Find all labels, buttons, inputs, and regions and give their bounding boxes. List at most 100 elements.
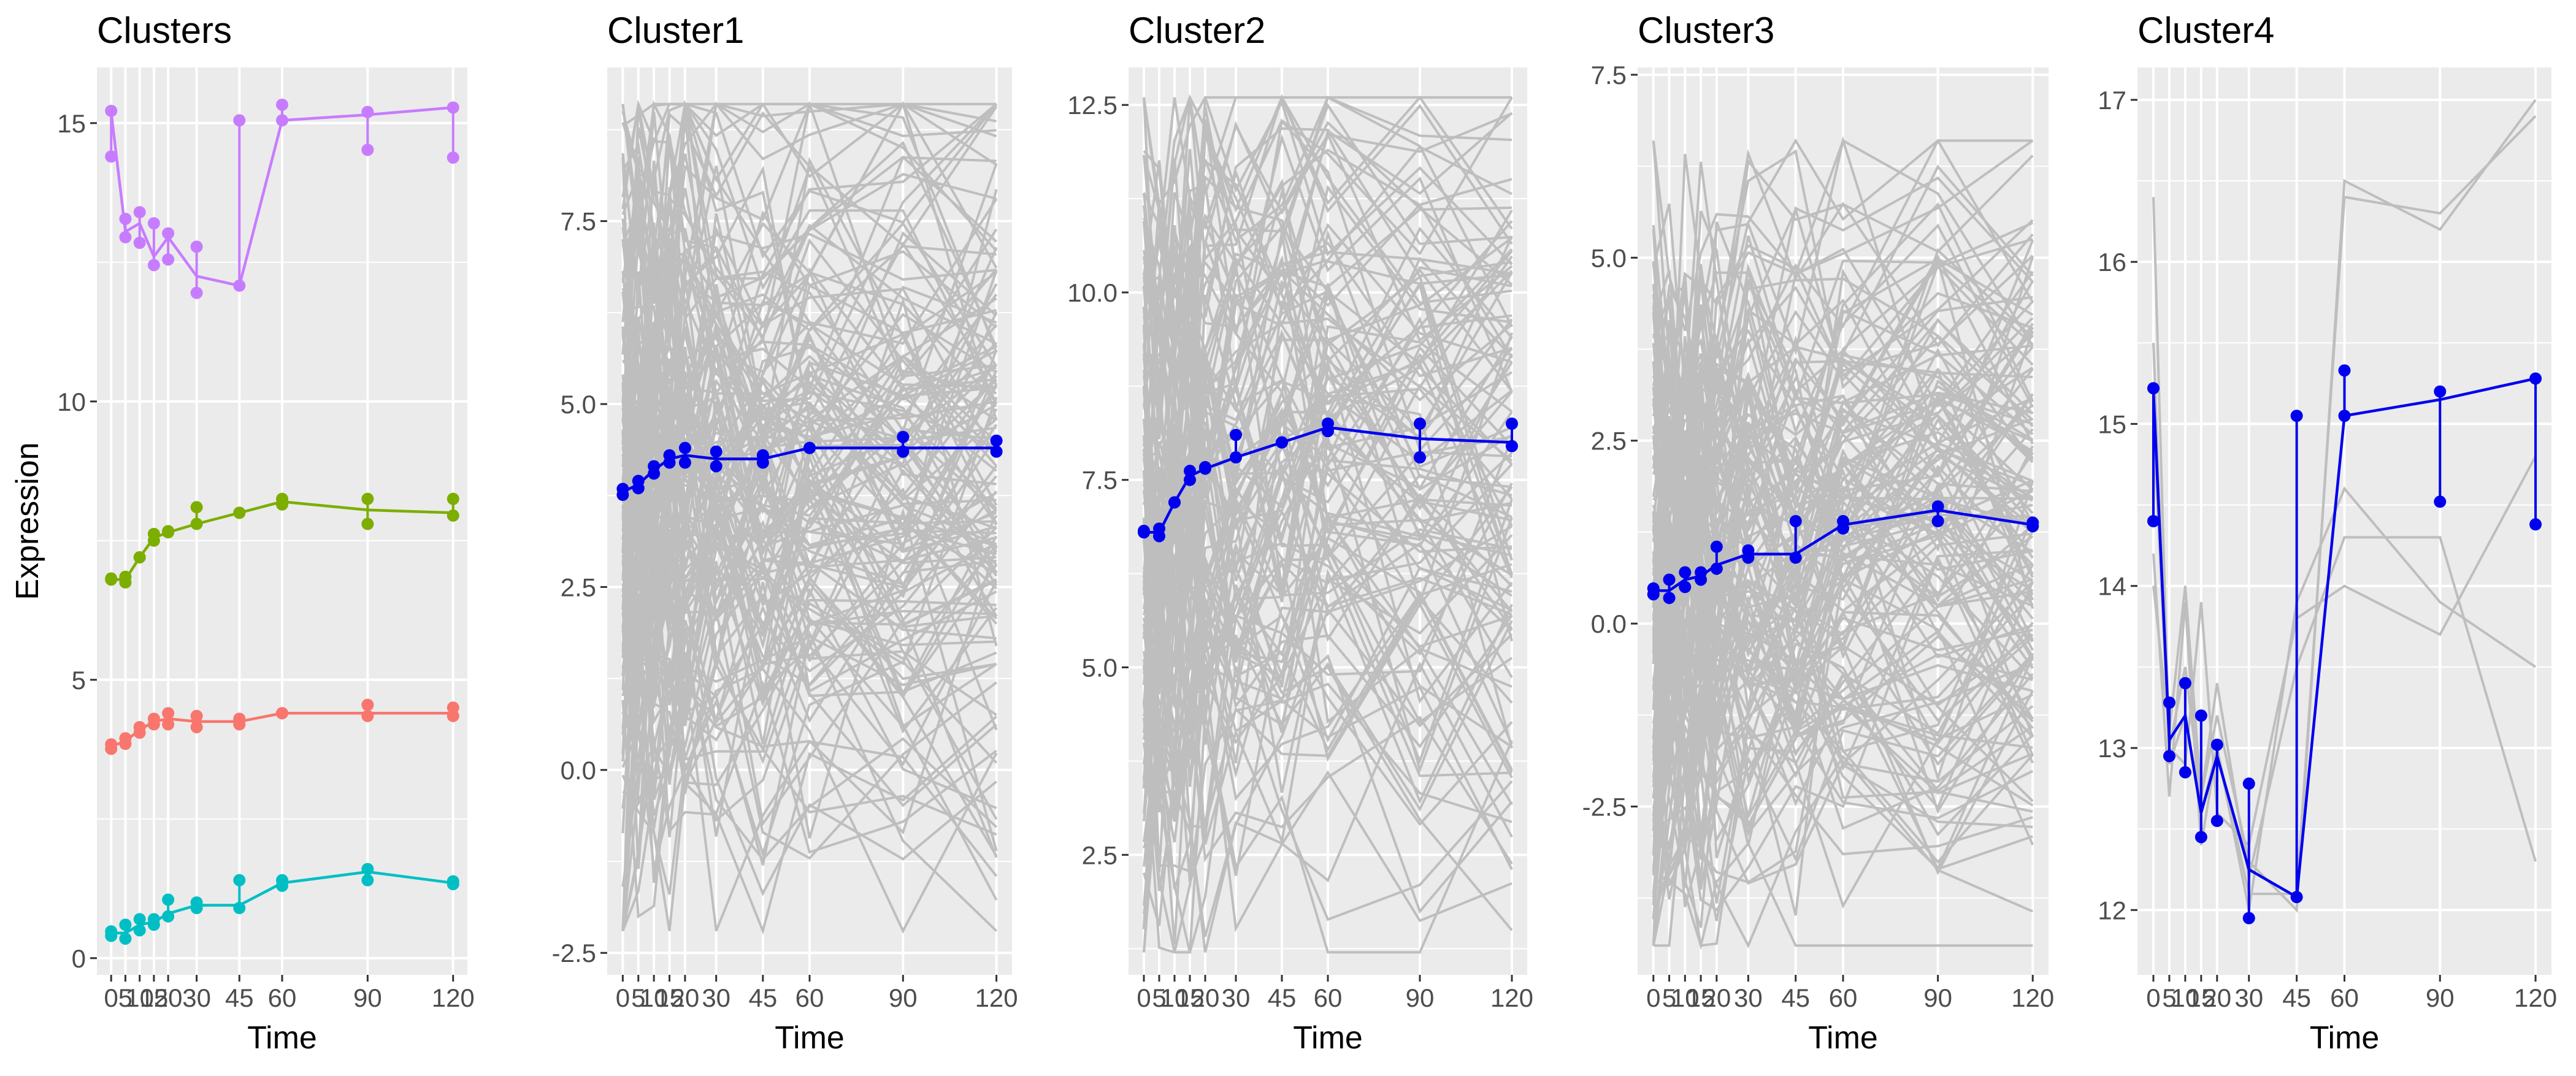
background-profile-line [1652, 754, 2033, 949]
data-point [1837, 515, 1849, 527]
y-tick-label: 5.0 [561, 390, 596, 419]
background-profile-line [621, 187, 998, 540]
background-profile-line [2152, 536, 2537, 878]
data-point [162, 718, 175, 731]
x-tick-label: 45 [1781, 983, 1810, 1012]
data-point [119, 231, 132, 243]
background-profile-line [2152, 424, 2537, 848]
data-point [133, 551, 146, 564]
data-point [447, 492, 459, 505]
plot-area [2147, 99, 2542, 925]
y-tick-label: 13 [2098, 734, 2126, 763]
x-tick-label: 10 [1160, 983, 1189, 1012]
series-line [1653, 508, 2033, 592]
background-profile-line [1652, 161, 2034, 503]
series-3 [105, 863, 459, 945]
background-profile-line [1652, 560, 2034, 868]
series-2 [105, 492, 459, 589]
data-point [1679, 566, 1692, 579]
series-line [111, 500, 453, 581]
data-point [447, 701, 459, 714]
background-profile-line [1143, 209, 1513, 499]
y-tick-label: 2.5 [561, 573, 596, 601]
data-point [133, 206, 146, 219]
x-tick-label: 20 [1191, 983, 1220, 1012]
y-tick-label: 7.5 [1591, 61, 1627, 90]
background-profile-line [1652, 318, 2034, 575]
x-tick-label: 5 [2162, 983, 2176, 1012]
data-point [1276, 436, 1288, 449]
y-tick-label: 5.0 [1591, 243, 1627, 272]
y-tick-label: 0 [72, 944, 86, 973]
background-profile-line [1143, 437, 1513, 873]
x-tick-label: 20 [1702, 983, 1731, 1012]
plot-area [1138, 94, 1518, 954]
data-point [1322, 417, 1334, 430]
background-profile-line [1143, 221, 1513, 480]
background-profile-line [1143, 264, 1513, 590]
data-point [190, 501, 203, 514]
y-tick-label: 14 [2098, 572, 2126, 601]
data-point [1695, 566, 1708, 579]
background-profile-line [621, 457, 998, 626]
background-profile-line [1652, 262, 2033, 511]
data-point [2529, 372, 2542, 385]
x-tick-label: 60 [268, 983, 297, 1012]
data-point [190, 517, 203, 530]
data-point [2163, 696, 2175, 709]
x-tick-label: 10 [1671, 983, 1700, 1012]
data-point [1153, 522, 1165, 535]
data-point [1506, 417, 1518, 430]
series-4 [105, 98, 459, 299]
series-line [622, 446, 997, 494]
data-point [1663, 592, 1676, 605]
data-point [119, 732, 132, 745]
x-tick-label: 120 [1490, 983, 1533, 1012]
data-point [133, 720, 146, 733]
data-point [1931, 500, 1944, 513]
series-line [109, 106, 453, 288]
data-point [648, 460, 661, 473]
x-axis-label: Time [1808, 1020, 1878, 1056]
data-point [162, 253, 175, 266]
background-profile-line [1143, 178, 1512, 674]
background-profile-line [1652, 235, 2034, 469]
x-tick-label: 10 [640, 983, 669, 1012]
plot-area [105, 98, 459, 945]
data-point [119, 570, 132, 583]
x-tick-label: 15 [1687, 983, 1715, 1012]
x-tick-label: 30 [1734, 983, 1763, 1012]
x-tick-label: 0 [616, 983, 630, 1012]
x-tick-label: 15 [655, 983, 684, 1012]
data-point [133, 913, 146, 926]
x-tick-label: 10 [125, 983, 154, 1012]
data-point [678, 456, 691, 469]
background-profile-line [1652, 673, 2034, 879]
panel-title: Cluster3 [1638, 10, 1774, 51]
background-profile-line [1143, 185, 1512, 552]
background-profile-line [1652, 656, 2034, 928]
x-tick-label: 90 [1923, 983, 1952, 1012]
y-tick-label: 10.0 [1067, 278, 1117, 307]
data-point [276, 492, 288, 505]
x-tick-label: 20 [154, 983, 183, 1012]
background-profile-line [1652, 661, 2034, 839]
series-line [2152, 377, 2536, 899]
background-profile-line [621, 102, 998, 554]
background-profile-line [1652, 205, 2034, 483]
data-point [133, 237, 146, 250]
data-point [119, 932, 132, 945]
x-tick-label: 60 [1314, 983, 1343, 1012]
data-point [2179, 677, 2191, 690]
data-point [147, 527, 160, 540]
y-tick-label: 0.0 [1591, 609, 1627, 638]
background-profile-line [621, 568, 997, 794]
data-point [361, 143, 374, 156]
data-point [133, 924, 146, 937]
data-point [2290, 891, 2303, 904]
y-tick-label: 15 [57, 109, 86, 138]
data-point [1710, 540, 1723, 553]
y-tick-label: 5.0 [1082, 654, 1117, 682]
